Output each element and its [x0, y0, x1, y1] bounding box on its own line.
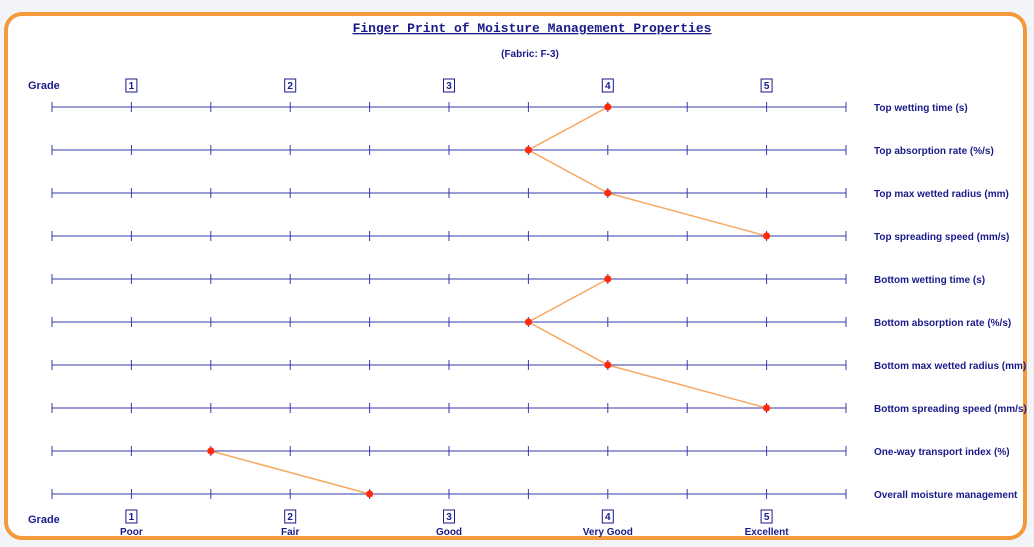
- grade-point: [524, 318, 533, 326]
- grade-number: 3: [446, 512, 452, 523]
- grade-point: [207, 447, 215, 455]
- property-label: One-way transport index (%): [874, 447, 1010, 458]
- grade-box: [601, 78, 614, 93]
- property-label: Bottom max wetted radius (mm): [874, 361, 1026, 372]
- property-label: Top absorption rate (%/s): [874, 146, 994, 157]
- grade-point: [366, 490, 374, 498]
- grade-number: 5: [764, 81, 770, 92]
- grade-box: [760, 509, 773, 524]
- grade-number: 4: [605, 81, 611, 92]
- grade-name: Fair: [281, 527, 299, 538]
- property-label: Top max wetted radius (mm): [874, 189, 1009, 200]
- fingerprint-line: [526, 278, 767, 409]
- property-row: Top wetting time (s): [51, 102, 968, 114]
- fingerprint-line: [210, 450, 370, 495]
- grade-box: [125, 78, 138, 93]
- grade-number: 2: [287, 512, 293, 523]
- grade-number: 3: [446, 81, 452, 92]
- property-row: Top spreading speed (mm/s): [51, 231, 1009, 243]
- property-row: One-way transport index (%): [51, 446, 1010, 458]
- grade-box: [443, 509, 455, 524]
- property-row: Bottom spreading speed (mm/s): [51, 403, 1027, 415]
- property-row: Bottom wetting time (s): [51, 274, 985, 286]
- property-row: Top absorption rate (%/s): [51, 145, 994, 157]
- grade-box: [284, 78, 297, 93]
- grade-point: [763, 232, 771, 240]
- property-label: Top wetting time (s): [874, 103, 968, 114]
- grade-box: [601, 509, 614, 524]
- property-label: Bottom absorption rate (%/s): [874, 318, 1011, 329]
- grade-box: [443, 78, 455, 93]
- property-label: Bottom spreading speed (mm/s): [874, 404, 1027, 415]
- grade-box: [125, 509, 138, 524]
- property-row: Bottom absorption rate (%/s): [51, 317, 1011, 329]
- property-label: Bottom wetting time (s): [874, 275, 985, 286]
- grade-point: [604, 275, 612, 283]
- property-row: Top max wetted radius (mm): [51, 188, 1009, 200]
- grade-box: [760, 78, 773, 93]
- property-row: Overall moisture management: [51, 489, 1018, 501]
- grade-point: [604, 103, 612, 111]
- grade-number: 5: [764, 512, 770, 523]
- grade-point: [604, 189, 612, 197]
- grade-label-top: Grade: [28, 80, 60, 92]
- property-label: Overall moisture management: [874, 490, 1018, 501]
- grade-point: [604, 361, 612, 369]
- grade-point: [524, 146, 533, 154]
- fingerprint-line: [526, 106, 767, 237]
- grade-name: Excellent: [745, 527, 790, 538]
- chart-frame: [4, 12, 1027, 540]
- grade-number: 4: [605, 512, 611, 523]
- grade-box: [284, 509, 297, 524]
- grade-name: Good: [436, 527, 462, 538]
- property-label: Top spreading speed (mm/s): [874, 232, 1009, 243]
- grade-point: [763, 404, 771, 412]
- grade-label-bottom: Grade: [28, 514, 60, 526]
- grade-number: 1: [129, 512, 135, 523]
- grade-name: Very Good: [583, 527, 633, 538]
- grade-number: 1: [129, 81, 135, 92]
- chart-subtitle: (Fabric: F-3): [501, 49, 559, 60]
- chart-title: Finger Print of Moisture Management Prop…: [353, 21, 712, 36]
- property-row: Bottom max wetted radius (mm): [51, 360, 1026, 372]
- grade-number: 2: [287, 81, 293, 92]
- grade-name: Poor: [120, 527, 143, 538]
